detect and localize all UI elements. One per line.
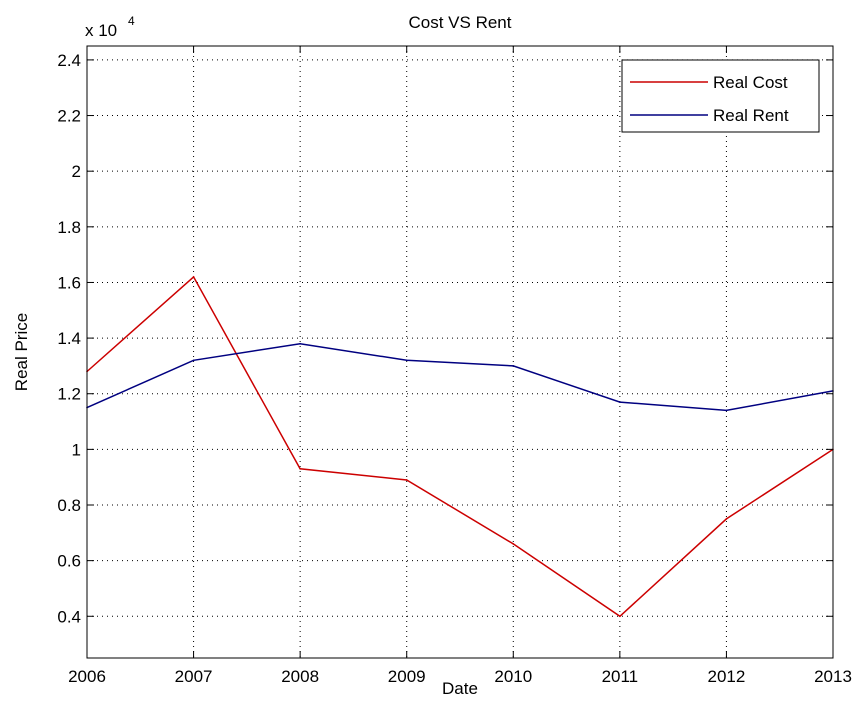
y-tick-label: 1 [72, 440, 81, 459]
data-point-real-cost [405, 479, 408, 481]
grid-lines [87, 46, 833, 658]
series-line-real-rent [86, 342, 834, 412]
x-tick-label: 2007 [175, 667, 213, 686]
data-point-real-rent [512, 365, 515, 367]
y-tick-label: 1.2 [57, 385, 81, 404]
x-tick-labels: 2006 2007 2008 2009 2010 2011 2012 2013 [68, 667, 852, 686]
y-tick-label: 0.4 [57, 607, 81, 626]
y-tick-label: 2 [72, 162, 81, 181]
chart-title: Cost VS Rent [409, 13, 512, 32]
data-point-real-cost [512, 543, 515, 545]
x-tick-label: 2011 [602, 667, 639, 686]
x-tick-label: 2012 [708, 667, 746, 686]
y-tick-label: 2.4 [57, 51, 81, 70]
data-point-real-cost [192, 276, 195, 278]
legend-label-real-cost: Real Cost [713, 73, 788, 92]
y-tick-label: 0.6 [57, 552, 81, 571]
y-tick-label: 1.8 [57, 218, 81, 237]
y-tick-label: 1.4 [57, 329, 81, 348]
y-axis-label: Real Price [12, 313, 31, 391]
data-point-real-cost [299, 468, 301, 470]
y-tick-label: 0.8 [57, 496, 81, 515]
data-point-real-cost [619, 615, 621, 618]
data-point-real-rent [299, 342, 301, 345]
x-tick-label: 2006 [68, 667, 106, 686]
y-axis-exponent-label: x 10 [85, 21, 117, 40]
data-point-real-rent [192, 359, 195, 362]
x-tick-label: 2013 [814, 667, 852, 686]
data-point-real-rent [405, 359, 408, 362]
legend-label-real-rent: Real Rent [713, 106, 789, 125]
x-tick-label: 2010 [494, 667, 532, 686]
series-line-real-cost [86, 275, 834, 618]
x-tick-label: 2009 [388, 667, 426, 686]
y-axis-exponent-power: 4 [128, 14, 135, 28]
y-tick-label: 2.2 [57, 107, 81, 126]
y-tick-labels: 0.4 0.6 0.8 1 1.2 1.4 1.6 1.8 2 2.2 2.4 [57, 51, 81, 626]
chart-legend: Real Cost Real Rent [621, 59, 820, 133]
axes-box [86, 45, 834, 659]
tick-marks [86, 46, 834, 658]
y-tick-label: 1.6 [57, 273, 81, 292]
x-axis-label: Date [442, 679, 478, 698]
data-point-real-rent [619, 401, 621, 403]
x-tick-label: 2008 [281, 667, 319, 686]
data-point-real-cost [725, 518, 728, 520]
data-point-real-rent [725, 409, 728, 412]
legend-box [621, 59, 820, 133]
